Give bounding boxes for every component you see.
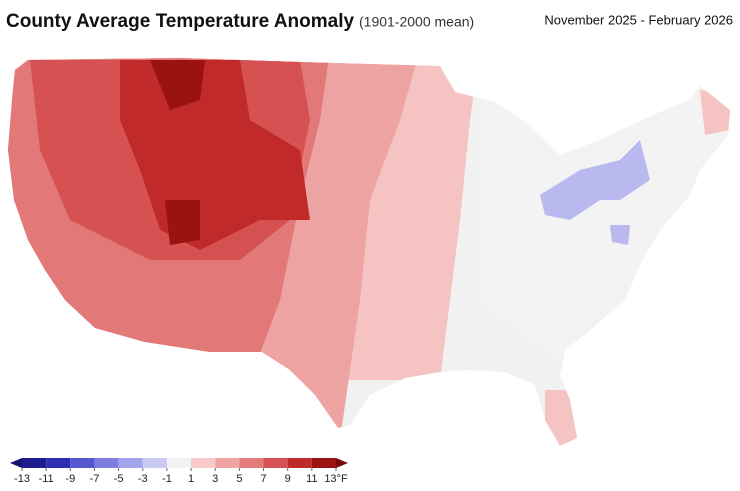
legend-label: -13 xyxy=(14,473,30,485)
legend-swatch xyxy=(118,458,143,468)
legend: -13 -11 -9 -7 -5 -3 -1 1 3 5 7 9 11 13°F xyxy=(10,458,348,485)
legend-swatch xyxy=(46,458,71,468)
legend-label: -7 xyxy=(90,473,100,485)
legend-label: 13°F xyxy=(324,473,348,485)
map xyxy=(8,58,730,446)
legend-label: -1 xyxy=(162,473,172,485)
legend-label: 11 xyxy=(306,473,317,485)
legend-swatch xyxy=(215,458,240,468)
period: November 2025 - February 2026 xyxy=(544,12,733,27)
legend-label: -11 xyxy=(39,473,54,485)
legend-over xyxy=(336,458,348,468)
subtitle: (1901-2000 mean) xyxy=(359,14,474,30)
legend-label: -5 xyxy=(114,473,124,485)
legend-swatch xyxy=(239,458,264,468)
legend-label: -3 xyxy=(138,473,148,485)
legend-swatch xyxy=(263,458,288,468)
legend-swatch xyxy=(166,458,192,468)
legend-swatch xyxy=(311,458,336,468)
legend-label: 1 xyxy=(188,473,194,485)
legend-swatch xyxy=(70,458,95,468)
legend-swatch xyxy=(287,458,312,468)
legend-label: 5 xyxy=(236,473,242,485)
legend-swatch xyxy=(142,458,167,468)
legend-label: -9 xyxy=(65,473,75,485)
legend-label: 3 xyxy=(212,473,218,485)
legend-swatch xyxy=(94,458,119,468)
legend-swatch xyxy=(191,458,216,468)
legend-under xyxy=(10,458,22,468)
legend-label: 7 xyxy=(260,473,266,485)
legend-label: 9 xyxy=(285,473,291,485)
title: County Average Temperature Anomaly xyxy=(6,11,355,32)
legend-swatch xyxy=(22,458,47,468)
